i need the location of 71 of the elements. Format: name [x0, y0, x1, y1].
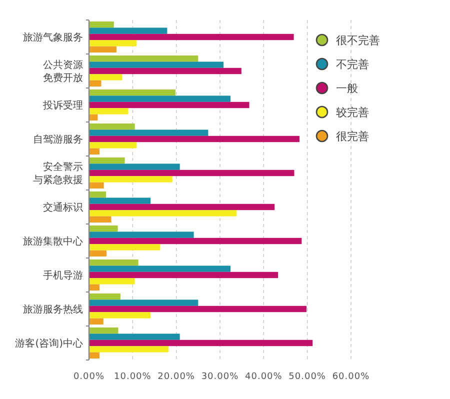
- bar: [89, 40, 137, 46]
- bar: [89, 232, 194, 238]
- bar: [89, 96, 230, 102]
- bar: [89, 56, 198, 62]
- bar: [89, 102, 250, 108]
- bar: [89, 164, 180, 170]
- x-tick-label: 0.00%: [73, 372, 105, 382]
- bar: [89, 68, 242, 74]
- bar: [89, 272, 278, 278]
- bar: [89, 328, 118, 334]
- bar: [89, 300, 198, 306]
- bar: [89, 306, 306, 312]
- bar: [89, 80, 102, 86]
- y-tick-label: 旅游气象服务: [23, 32, 83, 44]
- bar: [89, 46, 117, 52]
- bar: [89, 158, 125, 164]
- bar: [89, 198, 151, 204]
- bar: [89, 182, 104, 188]
- y-tick-label: 交通标识: [43, 202, 83, 214]
- bar: [89, 124, 135, 130]
- bar: [89, 130, 208, 136]
- legend-label: 很完善: [336, 130, 369, 143]
- x-tick-label: 50.00%: [288, 372, 326, 382]
- bar: [89, 346, 168, 352]
- y-tick-label: 安全警示与紧急救援: [33, 161, 83, 186]
- legend-label: 很不完善: [336, 34, 380, 47]
- bar: [89, 266, 230, 272]
- bar: [89, 28, 168, 34]
- bar: [89, 250, 106, 256]
- x-tick-label: 40.00%: [245, 372, 282, 382]
- bar: [89, 318, 104, 324]
- bar: [89, 192, 106, 198]
- x-tick-label: 20.00%: [158, 372, 195, 382]
- bar: [89, 176, 172, 182]
- legend-label: 一般: [336, 82, 358, 95]
- y-tick-label: 公共资源免费开放: [43, 59, 83, 84]
- bar: [89, 22, 114, 28]
- x-tick-label: 30.00%: [201, 372, 239, 382]
- bar: [89, 294, 120, 300]
- bar: [89, 278, 135, 284]
- bar: [89, 74, 122, 80]
- bar: [89, 170, 294, 176]
- bar: [89, 204, 275, 210]
- legend-label: 不完善: [336, 58, 369, 71]
- bar: [89, 210, 237, 216]
- y-tick-label: 手机导游: [43, 270, 83, 282]
- bar: [89, 352, 100, 358]
- bar: [89, 62, 224, 68]
- bar: [89, 226, 118, 232]
- bar: [89, 238, 302, 244]
- bar: [89, 90, 176, 96]
- y-tick-label: 游客(咨询)中心: [15, 338, 83, 350]
- legend-label: 较完善: [336, 106, 369, 119]
- bar: [89, 216, 112, 222]
- y-tick-label: 投诉受理: [42, 100, 83, 112]
- y-tick-label: 旅游服务热线: [23, 304, 83, 316]
- bar: [89, 136, 300, 142]
- bar: [89, 142, 137, 148]
- bar: [89, 284, 100, 290]
- bar: [89, 260, 138, 266]
- x-tick-label: 10.00%: [114, 372, 152, 382]
- x-tick-label: 60.00%: [332, 372, 370, 382]
- bar: [89, 34, 294, 40]
- bar: [89, 108, 128, 114]
- y-tick-label: 旅游集散中心: [23, 236, 83, 248]
- bar: [89, 312, 151, 318]
- bar: [89, 334, 180, 340]
- bar: [89, 340, 313, 346]
- y-tick-label: 自驾游服务: [33, 134, 83, 146]
- bar: [89, 244, 160, 250]
- bar: [89, 148, 100, 154]
